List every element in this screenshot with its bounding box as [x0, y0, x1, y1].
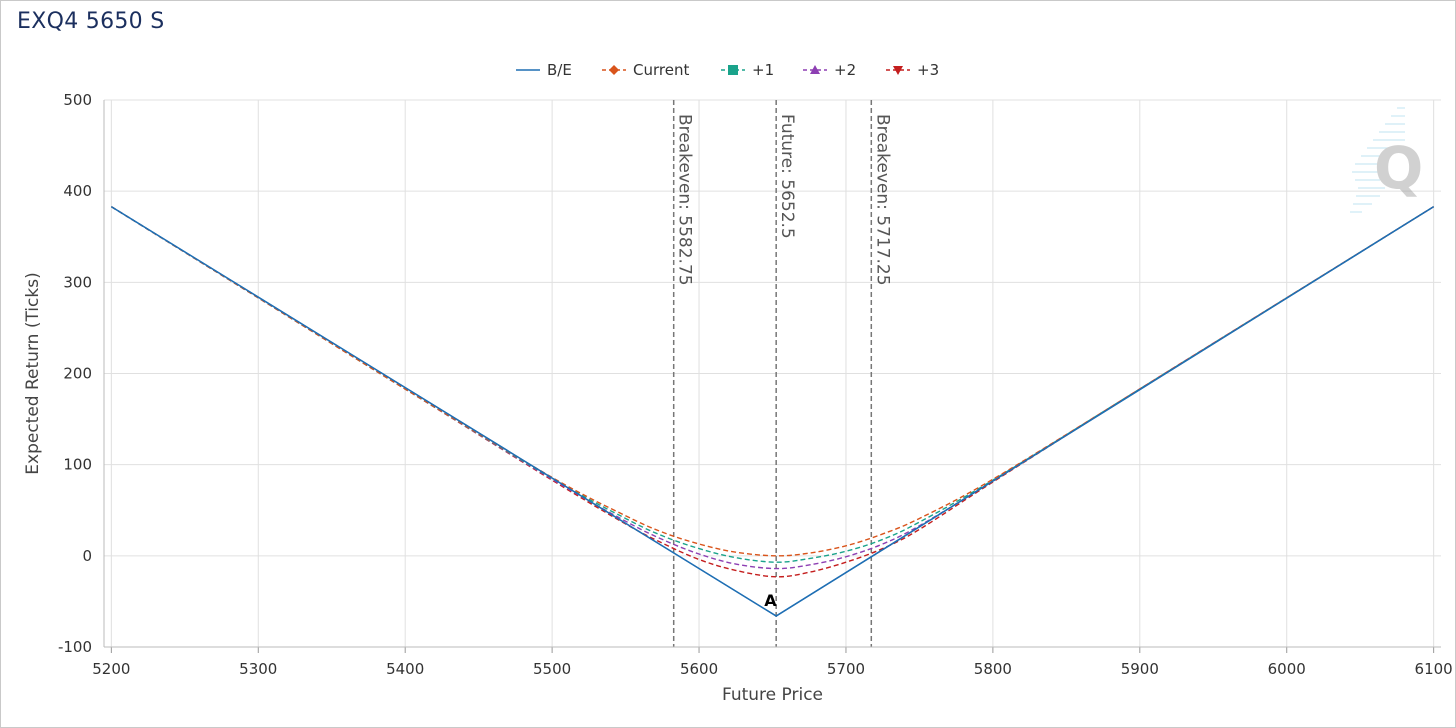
- x-axis-title: Future Price: [722, 685, 823, 705]
- series-line-2: [110, 206, 1435, 570]
- series-line-1: [110, 206, 1435, 563]
- legend: B/E Current +1 +2 +3: [516, 61, 939, 79]
- annotations: A: [764, 591, 777, 610]
- chart-title: EXQ4 5650 S: [17, 9, 165, 34]
- y-tick-label: 0: [82, 547, 92, 565]
- y-tick-label: 300: [63, 273, 92, 291]
- legend-item-label: B/E: [547, 61, 572, 79]
- svg-text:Q: Q: [1374, 134, 1423, 202]
- legend-item-label: +1: [752, 61, 774, 79]
- grid: [104, 99, 1441, 648]
- annotation-label: A: [764, 591, 777, 610]
- plot-line-label: Breakeven: 5717.25: [872, 114, 892, 286]
- series-line-3: [110, 206, 1435, 578]
- legend-marker-triangle-down: [893, 66, 903, 75]
- legend-marker-triangle: [810, 65, 820, 74]
- y-tick-label: 200: [63, 365, 92, 383]
- y-tick-label: 400: [63, 182, 92, 200]
- x-tick-label: 5900: [1121, 660, 1159, 678]
- legend-item-label: +3: [917, 61, 939, 79]
- x-tick-label: 6000: [1268, 660, 1306, 678]
- series-group: [110, 206, 1435, 617]
- x-tick-label: 5400: [386, 660, 424, 678]
- watermark-logo: Q: [1350, 107, 1423, 213]
- legend-item-label: +2: [834, 61, 856, 79]
- axes: 5200 5300 5400 5500 5600 5700 5800 5900 6000 6100…: [23, 91, 1453, 705]
- plot-line-label: Future: 5652.5: [777, 114, 797, 239]
- y-tick-label: 500: [63, 91, 92, 109]
- series-line-be: [110, 206, 1435, 617]
- legend-marker-diamond: [609, 65, 619, 75]
- series-line-be: [110, 206, 1435, 617]
- x-tick-label: 5800: [974, 660, 1012, 678]
- x-tick-label: 5200: [92, 660, 130, 678]
- x-tick-label: 5300: [239, 660, 277, 678]
- y-axis-title: Expected Return (Ticks): [23, 272, 43, 474]
- plot-line-label: Breakeven: 5582.75: [675, 114, 695, 286]
- x-tick-label: 5500: [533, 660, 571, 678]
- x-tick-label: 5700: [827, 660, 865, 678]
- y-tick-label: 100: [63, 456, 92, 474]
- x-tick-label: 6100: [1415, 660, 1453, 678]
- x-tick-label: 5600: [680, 660, 718, 678]
- legend-item-label: Current: [633, 61, 689, 79]
- y-tick-label: -100: [58, 638, 92, 656]
- series-line-current: [110, 206, 1435, 557]
- plot-lines: Breakeven: 5582.75 Future: 5652.5 Breakeve…: [672, 100, 892, 647]
- legend-marker-square: [728, 65, 738, 75]
